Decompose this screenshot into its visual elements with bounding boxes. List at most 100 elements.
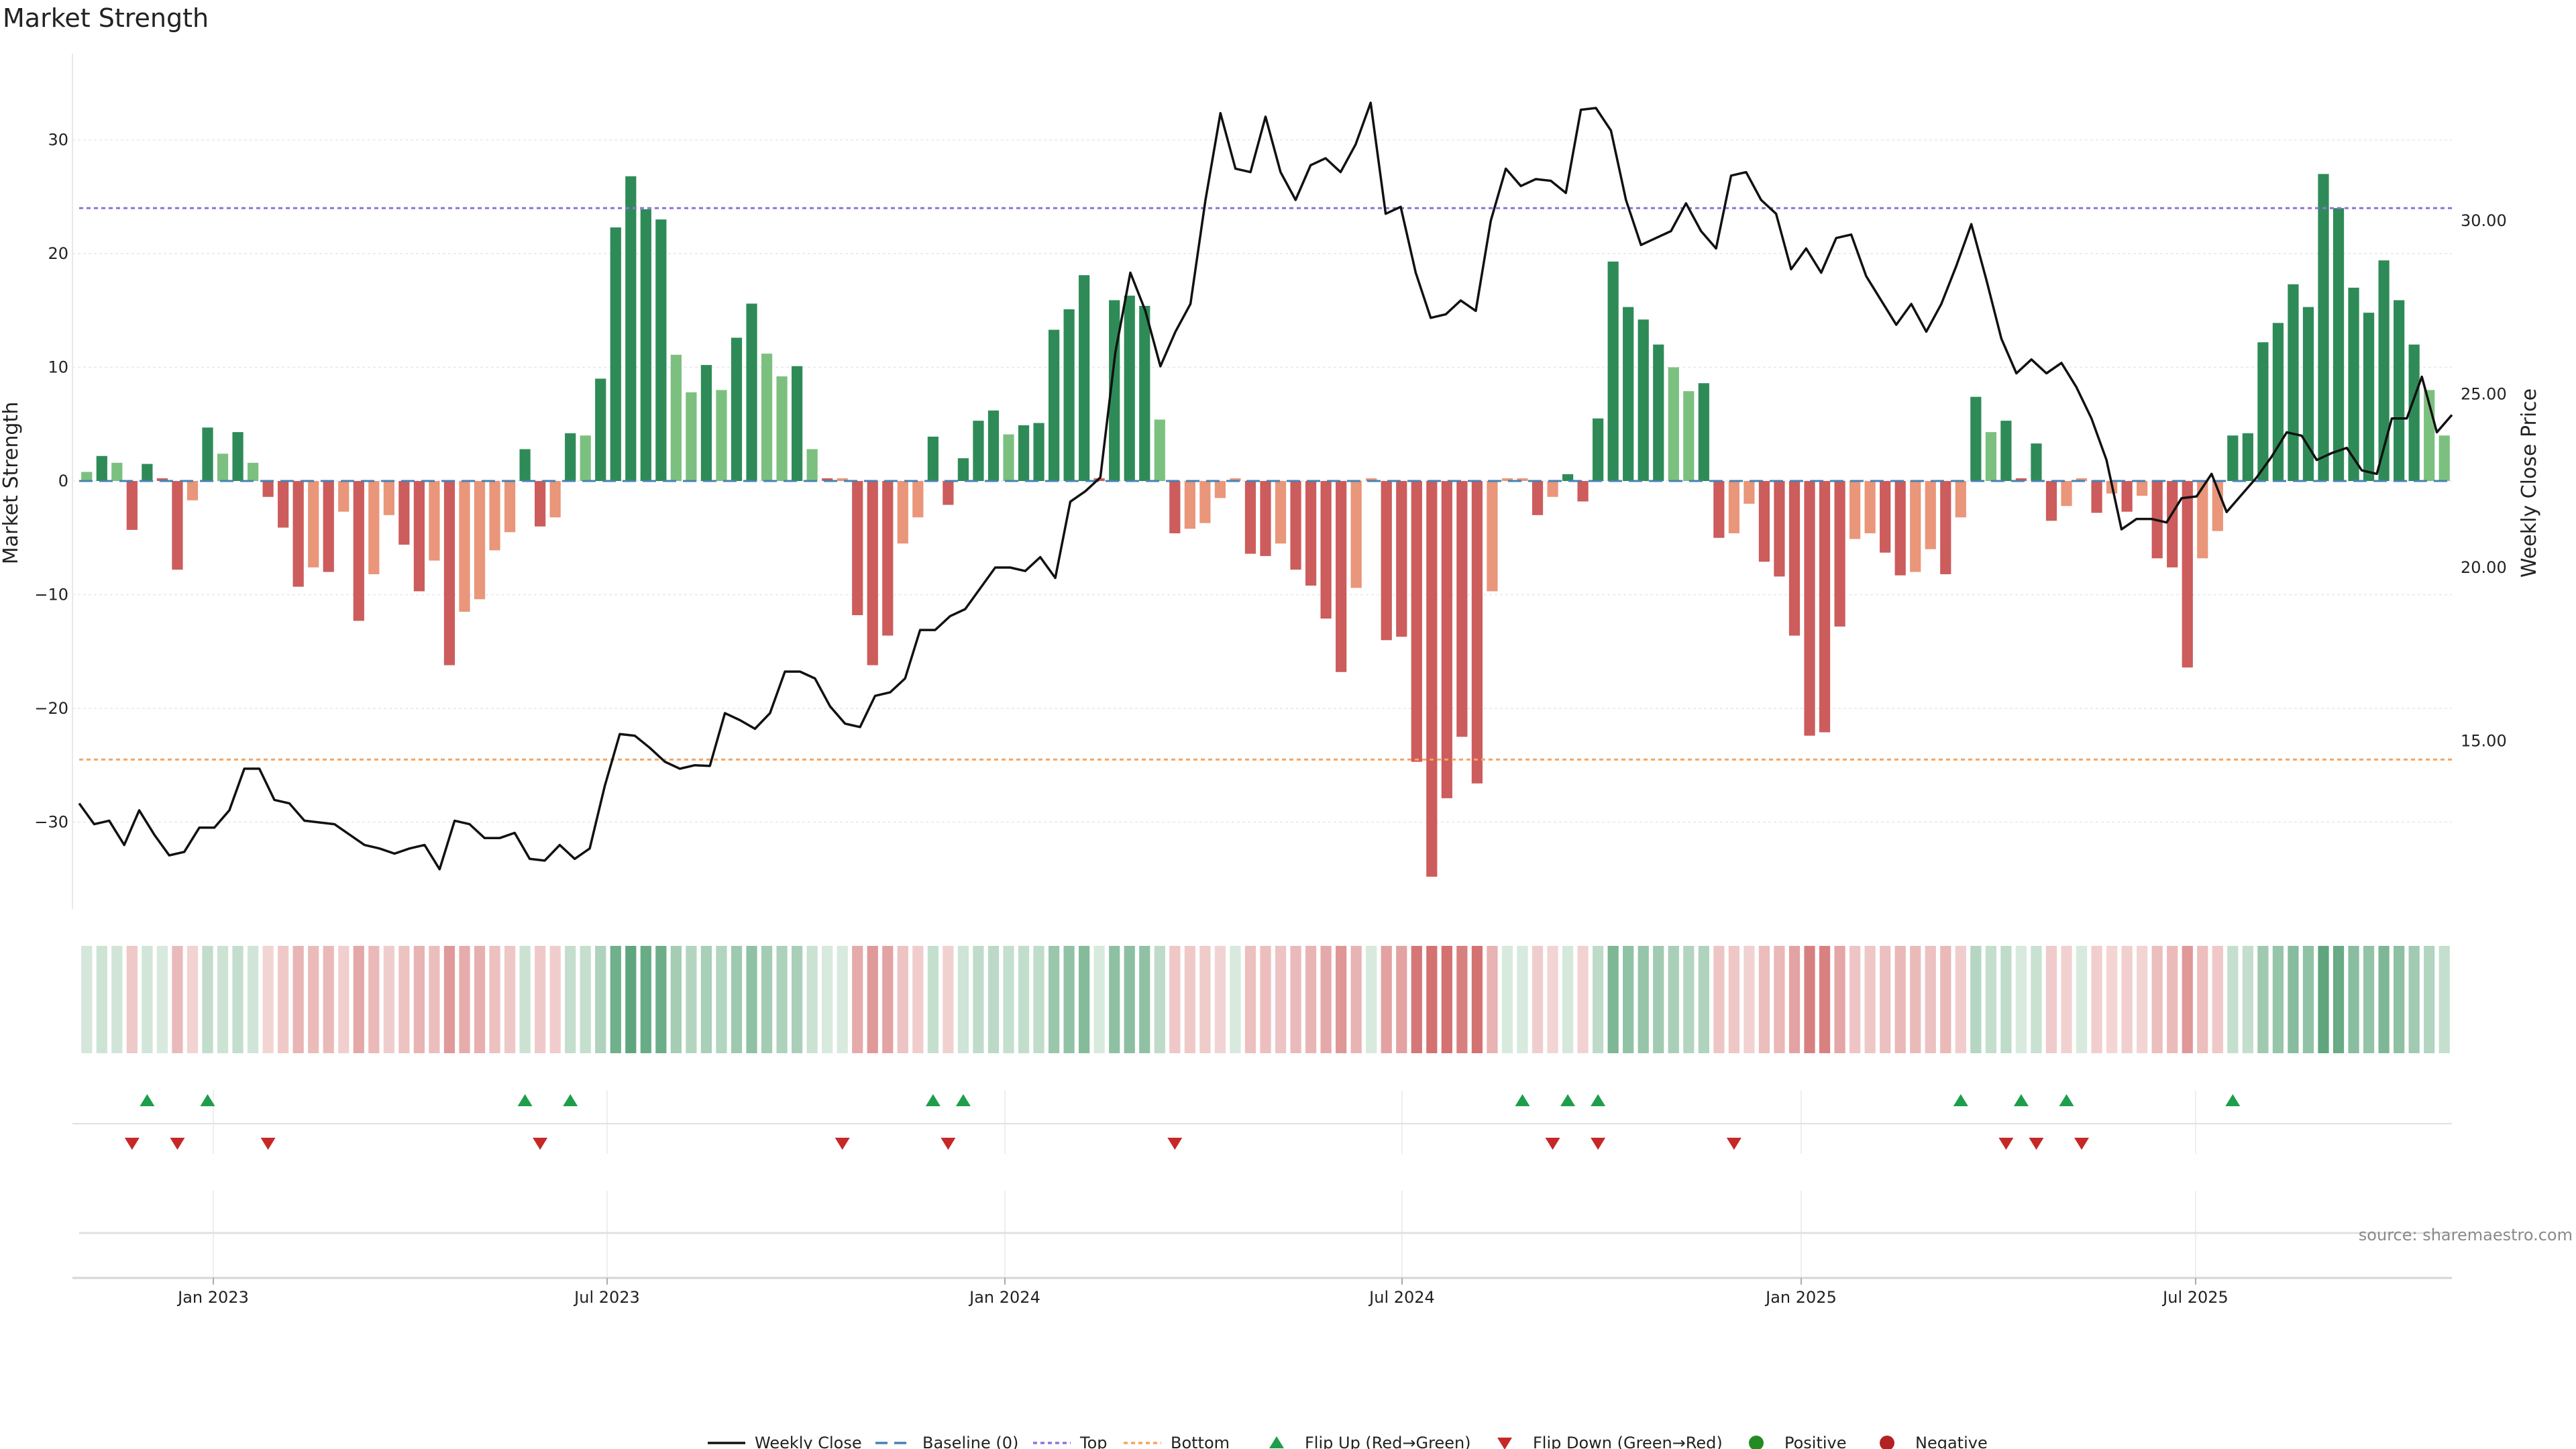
heat-cell: [1154, 946, 1165, 1053]
flip-up-marker: [955, 1094, 971, 1106]
flip-down-marker: [1998, 1138, 2014, 1150]
heat-cell: [1501, 946, 1513, 1053]
strength-bar: [2091, 481, 2102, 513]
flip-down-marker: [533, 1138, 548, 1150]
strength-bar: [837, 478, 848, 481]
heat-cell: [1018, 946, 1030, 1053]
strength-bar: [746, 303, 757, 481]
strength-bar: [1320, 481, 1332, 619]
strength-bar: [655, 219, 667, 481]
strength-bar: [1788, 481, 1801, 636]
strength-bar: [1593, 418, 1604, 481]
heat-cell: [126, 946, 138, 1053]
strength-bar: [96, 455, 107, 481]
strength-bar: [1244, 481, 1256, 554]
flip-down-marker: [260, 1138, 276, 1150]
strength-bar: [2167, 481, 2178, 568]
strength-bar: [81, 472, 93, 481]
strength-bar: [2242, 433, 2253, 481]
strength-bar: [882, 481, 894, 636]
heat-cell: [1910, 946, 1921, 1053]
strength-bar: [1426, 481, 1438, 877]
heat-cell: [670, 946, 682, 1053]
strength-bar: [1517, 478, 1528, 481]
heat-cell: [1955, 946, 1966, 1053]
heat-cell: [81, 946, 93, 1053]
strength-bar: [897, 481, 908, 544]
heat-cell: [716, 946, 727, 1053]
strength-bar: [927, 436, 938, 481]
strength-bar: [1743, 481, 1755, 504]
heat-cell: [292, 946, 304, 1053]
heat-cell: [2121, 946, 2133, 1053]
flip-up-marker: [1515, 1094, 1530, 1106]
strength-bar: [323, 481, 334, 572]
flip-up-marker: [925, 1094, 941, 1106]
heat-cell: [731, 946, 743, 1053]
strength-bar: [1834, 481, 1845, 627]
strength-bar: [1411, 481, 1422, 762]
strength-bar: [1698, 383, 1709, 481]
flip-up-marker: [517, 1094, 533, 1106]
heat-cell: [443, 946, 455, 1053]
strength-bar: [1396, 481, 1407, 637]
heat-cell: [1033, 946, 1044, 1053]
heat-cell: [1713, 946, 1725, 1053]
legend-swatch: [1880, 1436, 1894, 1449]
strength-bar: [1366, 478, 1377, 481]
heat-cell: [459, 946, 470, 1053]
heat-cell: [2332, 946, 2345, 1053]
strength-bar: [2227, 435, 2239, 481]
strength-bar: [413, 481, 425, 592]
heat-cell: [700, 946, 712, 1053]
heat-cell: [792, 946, 803, 1053]
strength-bar: [1607, 261, 1619, 481]
strength-bar: [247, 462, 259, 481]
strength-bar: [186, 481, 199, 500]
strength-bar: [353, 481, 364, 621]
heat-cell: [943, 946, 954, 1053]
strength-bar: [111, 462, 123, 481]
strength-bar: [535, 481, 546, 527]
heat-cell: [1970, 946, 1982, 1053]
strength-bar: [1336, 481, 1347, 672]
legend-label: Positive: [1784, 1434, 1847, 1449]
strength-bar: [1940, 481, 1951, 574]
strength-bar: [2332, 208, 2345, 481]
x-tick-label: Jan 2025: [1764, 1288, 1837, 1307]
heat-cell: [1381, 946, 1392, 1053]
strength-bar: [1668, 367, 1679, 481]
flip-down-marker: [2074, 1138, 2090, 1150]
strength-bar: [2288, 284, 2299, 481]
heat-cell: [1940, 946, 1951, 1053]
flip-markers-panel: [72, 1090, 2452, 1154]
strength-bar: [1532, 481, 1544, 515]
y-tick-label: −30: [34, 813, 68, 832]
strength-bar: [670, 354, 682, 481]
strength-bar: [1275, 481, 1287, 544]
flip-panel-gridlines: [213, 1090, 2196, 1154]
heat-cell: [262, 946, 274, 1053]
heat-cell: [353, 946, 364, 1053]
legend-swatch: [1269, 1436, 1284, 1448]
heat-cell: [1593, 946, 1604, 1053]
y-tick-label: 20: [48, 244, 68, 263]
strength-bar: [1063, 309, 1075, 481]
y2-tick-label: 15.00: [2461, 732, 2507, 751]
y-tick-label: 0: [58, 472, 68, 490]
heat-cell: [1290, 946, 1301, 1053]
heat-cell: [2318, 946, 2329, 1053]
heat-cell: [852, 946, 863, 1053]
strength-bar: [822, 478, 833, 481]
heat-cell: [655, 946, 667, 1053]
strength-bar: [443, 481, 455, 665]
heat-cell: [202, 946, 213, 1053]
heat-cell: [142, 946, 153, 1053]
heat-cell: [686, 946, 697, 1053]
strength-bar: [867, 481, 878, 665]
heat-cell: [1683, 946, 1695, 1053]
strength-bar: [1260, 481, 1271, 556]
strength-bar: [1290, 481, 1301, 570]
heat-cell: [232, 946, 244, 1053]
heat-cell: [1894, 946, 1906, 1053]
